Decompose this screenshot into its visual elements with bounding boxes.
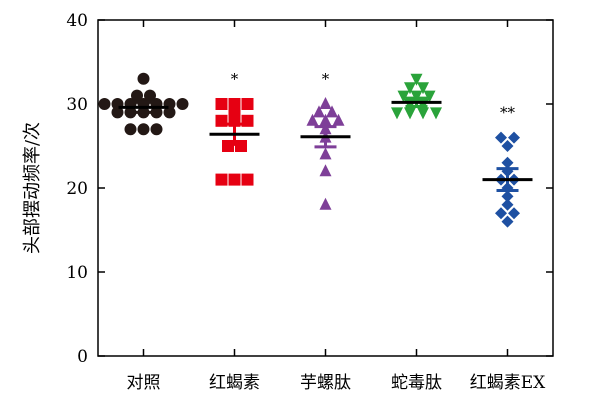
x-tick-label: 蛇毒肽 [391,373,442,393]
data-point [215,98,228,110]
data-point [241,173,254,186]
data-point [423,90,436,103]
group-3: * [300,70,351,210]
data-point [417,82,429,95]
significance-annotation: ** [500,104,516,122]
data-point [501,140,514,152]
data-point [410,90,423,103]
data-point [319,197,332,210]
data-point [98,98,111,110]
data-point [241,98,254,110]
data-point [319,97,332,109]
data-point [124,123,137,136]
data-point [137,123,150,136]
data-point [150,123,163,136]
y-axis-label: 头部摆动频率/次 [22,122,43,254]
x-tick-label: 红蝎素 [209,373,260,393]
data-point [215,173,228,186]
data-point [417,107,429,120]
data-point [508,207,520,220]
data-point [404,82,416,95]
data-point [228,98,241,110]
x-tick-label: 芋螺肽 [300,373,351,393]
data-point [176,98,189,110]
y-tick-label: 20 [66,179,88,199]
x-tick-label: 对照 [127,373,161,393]
data-point [391,107,403,120]
group-5: ** [482,104,533,228]
data-point [137,72,150,85]
data-point [235,140,247,152]
data-point [397,90,410,103]
data-point [150,106,163,119]
data-point [501,198,514,211]
x-tick-label: 红蝎素EX [470,373,546,393]
y-tick-label: 30 [66,95,88,115]
data-point [222,140,234,152]
y-ticks: 0 10 20 30 40 [66,11,553,367]
significance-annotation: * [322,70,330,88]
data-point [306,113,319,126]
data-point [319,164,332,177]
group-2: * [209,70,260,186]
data-point [495,131,507,144]
data-point [319,147,332,160]
data-point [332,113,345,126]
data-point [124,106,137,119]
data-point [501,190,514,203]
y-tick-label: 40 [66,11,88,31]
data-point [228,173,241,186]
data-point [501,156,514,169]
data-point [319,113,332,126]
data-point [163,106,176,119]
significance-annotation: * [231,70,239,88]
data-point [313,105,325,118]
data-point [326,105,338,118]
data-point [508,131,520,144]
data-groups: * *** [98,70,533,228]
x-ticks: 对照 红蝎素 芋螺肽 蛇毒肽 红蝎素EX [127,20,546,393]
data-point [501,215,514,228]
data-point [404,107,416,120]
group-4 [391,73,442,120]
data-point [131,89,143,102]
y-tick-label: 10 [66,263,88,283]
data-point [144,89,156,102]
group-1 [98,72,189,136]
data-point [495,207,507,220]
y-tick-label: 0 [77,347,88,367]
data-point [111,106,124,119]
data-point [410,73,423,86]
data-point [430,107,442,120]
